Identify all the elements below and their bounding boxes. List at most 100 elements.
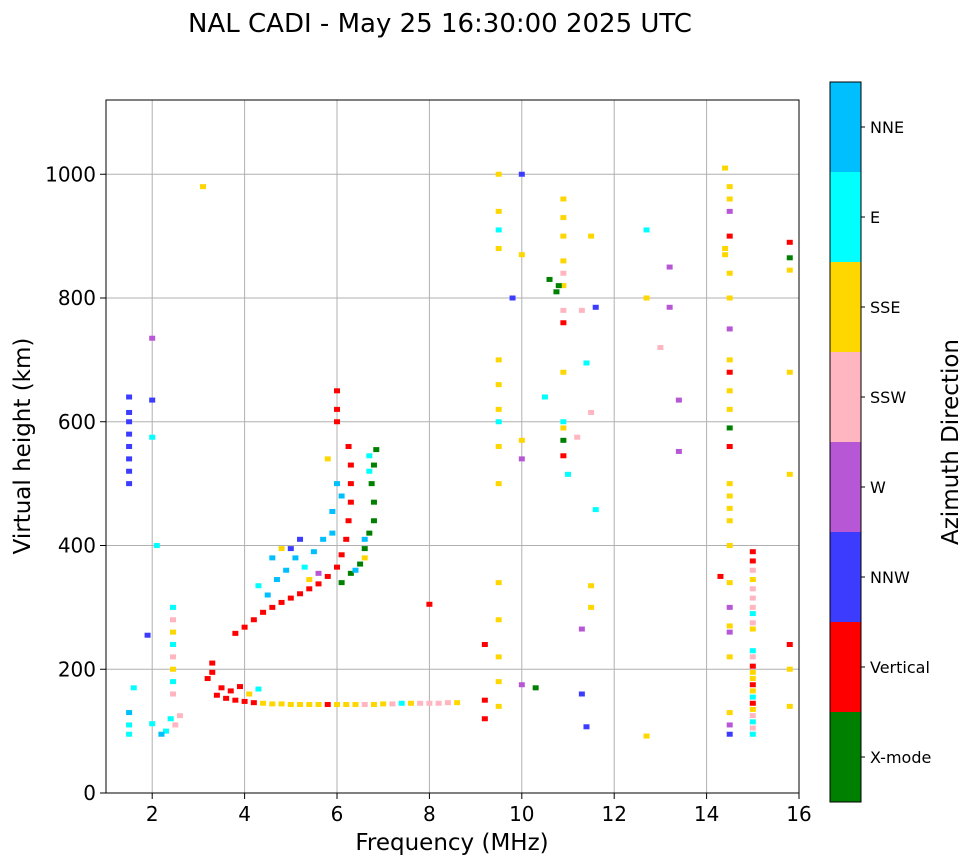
x-tick-label: 4 xyxy=(238,802,251,826)
echo-point xyxy=(726,196,733,202)
x-tick-label: 14 xyxy=(694,802,719,826)
echo-point xyxy=(315,570,322,576)
echo-point xyxy=(352,567,359,573)
echo-point xyxy=(338,552,345,558)
echo-point xyxy=(532,685,539,691)
echo-point xyxy=(324,456,331,462)
echo-point xyxy=(357,561,364,567)
echo-point xyxy=(334,388,340,394)
echo-point xyxy=(726,369,733,375)
echo-point xyxy=(204,676,211,682)
colorbar-segment xyxy=(830,712,861,802)
echo-point xyxy=(541,394,548,400)
echo-point xyxy=(130,685,137,691)
x-axis-label: Frequency (MHz) xyxy=(355,830,548,856)
echo-point xyxy=(578,691,585,697)
y-tick-label: 800 xyxy=(58,286,96,310)
y-tick-label: 0 xyxy=(83,781,96,805)
echo-point xyxy=(236,684,243,690)
echo-point xyxy=(726,406,733,412)
echo-point xyxy=(518,456,525,462)
echo-point xyxy=(380,701,387,707)
echo-point xyxy=(278,599,285,605)
echo-point xyxy=(588,233,595,239)
echo-point xyxy=(269,555,276,561)
echo-point xyxy=(749,577,756,583)
echo-point xyxy=(338,580,345,586)
echo-point xyxy=(426,700,433,706)
echo-point xyxy=(158,731,165,737)
echo-point xyxy=(347,462,354,468)
echo-point xyxy=(163,728,170,734)
echo-point xyxy=(749,567,756,573)
echo-point xyxy=(223,695,230,701)
echo-point xyxy=(306,577,313,583)
echo-point xyxy=(518,682,525,688)
echo-point xyxy=(278,701,285,707)
echo-point xyxy=(749,713,756,719)
echo-point xyxy=(417,700,424,706)
echo-point xyxy=(518,171,525,177)
colorbar-tick-label: NNW xyxy=(870,568,910,587)
echo-point xyxy=(343,536,350,542)
echo-point xyxy=(366,530,373,536)
echo-point xyxy=(169,604,176,610)
echo-point xyxy=(726,425,733,431)
echo-point xyxy=(144,632,151,638)
echo-point xyxy=(717,573,724,579)
echo-point xyxy=(232,630,239,636)
echo-point xyxy=(227,688,234,694)
echo-point xyxy=(301,564,308,570)
echo-point xyxy=(560,215,567,221)
y-axis-label: Virtual height (km) xyxy=(10,338,36,555)
echo-point xyxy=(389,701,396,707)
echo-point xyxy=(726,543,733,548)
echo-point xyxy=(315,702,322,708)
echo-point xyxy=(126,444,133,449)
echo-point xyxy=(287,702,294,708)
echo-point xyxy=(518,437,525,443)
echo-point xyxy=(749,604,756,610)
echo-point xyxy=(334,481,340,487)
echo-point xyxy=(495,703,502,709)
echo-point xyxy=(481,642,488,647)
echo-point xyxy=(495,382,502,388)
echo-point xyxy=(749,719,756,725)
colorbar-tick-label: SSE xyxy=(870,298,900,317)
echo-point xyxy=(786,267,793,273)
echo-point xyxy=(546,276,553,282)
echo-point xyxy=(126,731,133,737)
echo-point xyxy=(560,196,567,202)
echo-point xyxy=(726,184,733,190)
echo-point xyxy=(169,691,176,697)
echo-point xyxy=(786,666,793,672)
echo-point xyxy=(172,722,179,728)
y-tick-label: 1000 xyxy=(45,162,96,186)
echo-point xyxy=(347,570,354,576)
echo-point xyxy=(749,595,756,601)
echo-point xyxy=(334,406,340,412)
echo-point xyxy=(435,700,442,706)
echo-point xyxy=(722,165,729,171)
echo-point xyxy=(260,700,267,706)
echo-point xyxy=(264,592,271,598)
echo-point xyxy=(666,304,673,310)
echo-point xyxy=(306,702,313,708)
echo-point xyxy=(287,546,294,552)
echo-point xyxy=(726,388,733,394)
echo-point xyxy=(749,648,756,654)
echo-point xyxy=(149,335,156,341)
colorbar-tick-label: X-mode xyxy=(870,748,931,767)
echo-point xyxy=(407,700,414,706)
echo-point xyxy=(786,239,793,245)
echo-point xyxy=(509,295,516,301)
echo-point xyxy=(722,252,729,258)
echo-point xyxy=(334,702,340,708)
echo-point xyxy=(574,434,581,440)
echo-point xyxy=(324,702,331,708)
echo-point xyxy=(495,654,502,660)
colorbar-segment xyxy=(830,532,861,622)
echo-point xyxy=(583,360,590,366)
echo-point xyxy=(749,694,756,700)
echo-point xyxy=(643,733,650,739)
